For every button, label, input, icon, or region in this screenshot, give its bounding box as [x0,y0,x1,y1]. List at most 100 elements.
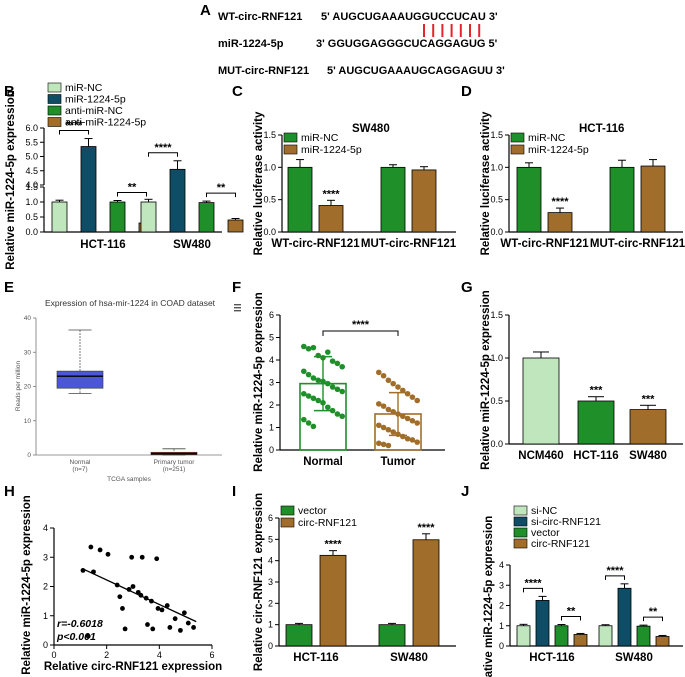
data-point [191,625,196,630]
data-point [150,626,156,632]
y-axis-label: Relative miR-1224-5p expression [483,516,495,677]
data-point [404,390,411,397]
legend-label: miR-NC [301,132,339,144]
y-tick-label: 0.0 [263,227,276,237]
legend-label: miR-NC [528,132,566,144]
category-label: HCT-116 [293,652,338,664]
data-point [85,633,91,639]
category-label: SW480 [629,450,667,462]
chart-j: 0 1 2 3 4 Relative miR-1224-5p expression si-N… [483,505,683,677]
chart-h: 0 1 2 3 4 0 2 4 6 Relative miR-1224-5p expression… [21,495,222,675]
legend-label: miR-1224-5p [528,144,589,156]
base-pairing-lines [423,24,481,37]
data-point [305,345,312,352]
data-point [80,568,86,573]
y-tick-label: 0.5 [490,396,503,406]
bar [629,409,667,445]
bar [522,357,560,445]
data-point [376,369,382,376]
data-point [315,397,322,404]
category-label: SW480 [390,652,428,664]
data-point [390,408,397,415]
data-point [167,625,173,630]
panel-label-h: H [4,483,15,500]
data-point [380,403,387,409]
y-tick-label: 1.0 [263,162,276,172]
y-tick-label: 5.0 [25,152,38,162]
category-label: NCM460 [518,450,563,462]
bar [319,554,347,647]
y-tick-label: 6 [269,310,274,320]
y-tick-label: 20 [24,384,32,391]
data-point [88,544,94,550]
data-point [414,397,421,404]
bar [573,634,588,647]
bar [577,400,615,445]
data-point [305,371,312,378]
data-point [149,598,154,604]
y-tick-label: 1 [43,611,48,621]
data-point [164,603,170,608]
significance-label: **** [322,188,340,200]
y-tick-label: 0.0 [25,227,38,237]
y-tick-label: 4 [43,523,48,533]
p-value: p<0.001 [56,631,96,643]
mut-circ-label: MUT-circ-RNF121 [218,65,309,77]
x-tick-label: 6 [209,650,214,660]
group-n: (n=251) [163,466,186,473]
group-label: Primary tumor [154,459,196,466]
panel-label-a: A [200,2,211,19]
y-tick-label: 1.0 [490,162,503,172]
data-point [310,344,317,351]
data-point [155,606,161,611]
data-point [385,442,392,449]
significance-bracket [117,192,147,197]
bar [598,625,613,647]
data-point [339,413,346,420]
data-point [329,407,336,414]
y-tick-label: 5 [268,534,273,544]
panel-label-f: F [232,279,241,296]
legend-label: vector [298,505,327,517]
legend-swatch [510,132,525,143]
category-label: Normal [303,456,343,468]
data-point [181,610,187,616]
data-point [385,377,392,384]
y-tick-label: 2 [43,582,48,592]
y-tick-label: 0.5 [490,195,503,205]
significance-label: **** [524,577,542,589]
panel-label-g: G [461,279,473,296]
bar [51,201,68,233]
legend-label: miR-1224-5p [65,94,126,106]
x-axis-label: TCGA samples [107,476,151,483]
data-point [320,399,326,406]
legend-swatch [47,105,62,116]
significance-label: ** [217,182,226,194]
y-tick-label: 3 [499,580,504,590]
data-point [395,431,401,438]
significance-label: **** [551,196,569,208]
legend-label: anti-miR-1224-5p [65,117,146,129]
y-tick-label: 0 [269,445,274,455]
data-point [301,368,307,375]
legend-label: miR-1224-5p [301,144,362,156]
significance-label: **** [352,319,370,331]
bar [655,636,670,647]
y-tick-label: 4 [499,560,504,570]
bar [227,219,244,233]
data-point [172,616,178,622]
data-point [139,554,145,560]
y-tick-label: 3 [269,378,274,388]
y-tick-label: 3 [268,577,273,587]
y-tick-label: 4.5 [25,166,38,176]
data-point [380,441,387,448]
y-tick-label: 1 [268,620,273,630]
data-point [185,620,191,626]
hamburger-icon[interactable] [234,304,241,312]
data-point [376,401,382,407]
y-tick-label: 40 [24,315,32,322]
bar [640,165,666,233]
